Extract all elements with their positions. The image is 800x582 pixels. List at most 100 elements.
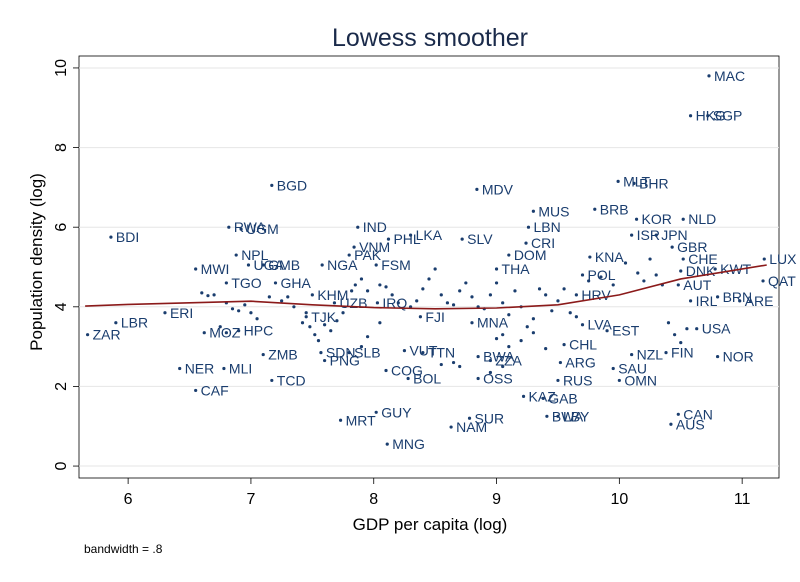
data-point-mac: MAC [707,68,745,84]
point-label: AUT [683,277,711,293]
chart-title: Lowess smoother [332,24,528,52]
point-label: FSM [381,257,411,273]
point-label: KOR [642,211,672,227]
point-label: MLI [229,361,252,377]
data-point-ugm: UGM [239,221,279,237]
point-marker [531,317,535,321]
point-label: HKG [696,108,726,124]
point-marker [338,418,343,422]
y-axis-ticks: 0 2 4 6 8 10 [53,59,79,471]
point-label: CRI [531,235,555,251]
data-point-bgd: BGD [270,177,307,193]
data-point-sgp: SGP [706,108,742,124]
point-label: HPC [244,323,274,339]
point-marker [249,311,253,315]
data-point-bwa: BWA [545,408,584,424]
point-label: SGP [713,108,743,124]
data-point-kaz: KAZ [521,388,556,404]
point-label: ERI [170,305,193,321]
data-point-irl: IRL [688,293,718,309]
point-marker [415,299,419,303]
point-marker [494,267,499,271]
point-marker [316,339,321,343]
point-label: OMN [624,372,657,388]
point-marker [347,350,351,355]
data-point-bdi: BDI [109,229,139,245]
point-marker [630,352,634,357]
point-marker [341,311,345,315]
point-marker [488,358,493,363]
point-marker [194,267,198,271]
point-label: SLB [354,345,380,361]
x-axis-label: GDP per capita (log) [353,515,508,534]
point-marker [488,370,493,375]
point-marker [347,253,351,257]
point-label: POL [588,267,616,283]
x-tick-label: 11 [734,491,751,508]
point-marker [681,217,685,221]
data-point-slv: SLV [460,231,493,247]
x-tick-label: 10 [610,491,628,508]
point-marker [562,287,566,291]
point-marker [676,283,680,287]
point-marker [642,279,646,283]
data-point-bhr: BHR [632,175,669,191]
point-label: LUX [769,251,797,267]
point-marker [526,225,531,229]
point-marker [178,366,182,371]
point-marker [308,325,312,329]
data-point-rus: RUS [556,372,593,388]
point-marker [685,327,689,331]
point-marker [237,329,241,333]
point-marker [617,378,621,383]
point-marker [488,293,493,297]
data-point-aus: AUS [669,416,705,432]
data-point-caf: CAF [194,382,229,398]
point-label: TCD [277,372,306,388]
point-label: VUT [409,343,437,359]
point-label: TTN [428,345,455,361]
point-marker [304,315,308,319]
data-point-sdn: SDN [319,345,355,361]
data-point-kna: KNA [588,249,624,265]
point-marker [261,352,265,357]
data-point-lux: LUX [762,251,797,267]
point-marker [292,305,296,309]
point-label: TJK [311,309,337,325]
point-marker [519,339,523,343]
point-label: NAM [456,419,487,435]
data-point-omn: OMN [617,372,657,388]
point-marker [707,74,711,78]
point-marker [695,327,699,331]
point-marker [611,366,615,371]
point-label: JPN [661,227,687,243]
point-marker [386,237,391,241]
point-marker [163,311,167,315]
data-point-pak: PAK [347,247,382,263]
data-point-gha: GHA [273,275,311,291]
point-marker [673,333,677,337]
point-marker [300,321,305,325]
point-label: PAK [354,247,382,263]
point-label: USA [702,321,731,337]
data-point-sur: SUR [467,410,504,426]
point-label: NGA [327,257,358,273]
point-marker [616,179,620,184]
point-label: NZL [637,347,664,363]
data-point-lbn: LBN [526,219,561,235]
point-marker [513,289,517,293]
point-marker [402,349,407,353]
point-marker [501,333,505,337]
point-label: QAT [768,273,796,289]
point-label: THA [502,261,531,277]
x-axis-ticks: 6 7 8 9 10 11 [124,478,751,508]
point-marker [574,315,578,319]
point-marker [556,299,560,303]
data-point-mus: MUS [531,203,570,219]
point-label: IND [363,219,387,235]
data-point-npl: NPL [234,247,269,263]
point-label: LKA [416,227,443,243]
point-marker [562,343,566,347]
point-marker [374,263,378,267]
